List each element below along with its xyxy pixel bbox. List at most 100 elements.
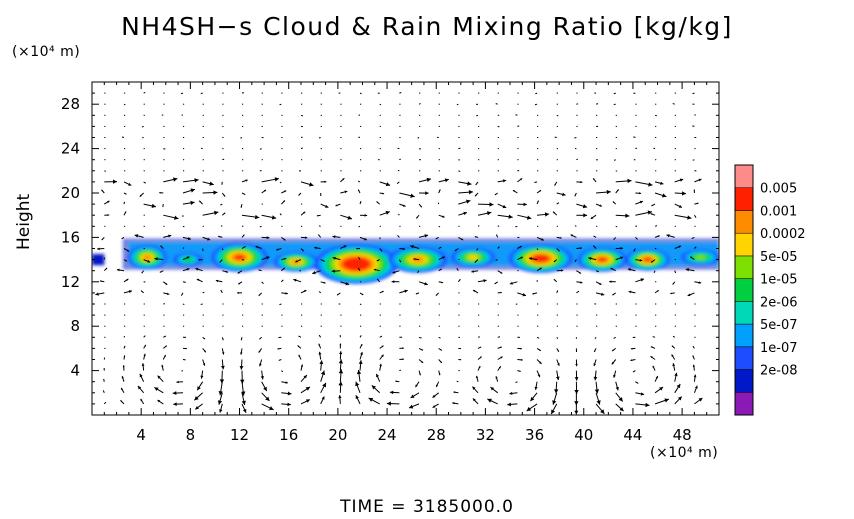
colorbar-swatch <box>734 164 754 188</box>
wind-vector-head <box>639 200 643 204</box>
cloud-contour <box>643 257 652 262</box>
wind-vector-head <box>221 352 225 355</box>
wind-vector-head <box>319 335 321 337</box>
wind-vector-head <box>610 268 613 271</box>
wind-vector-head <box>518 125 520 127</box>
wind-vector-head <box>371 385 376 390</box>
wind-vector-head <box>183 226 185 227</box>
wind-vector-head <box>128 290 132 294</box>
wind-vector-head <box>515 381 517 383</box>
wind-vector-head <box>694 385 698 389</box>
wind-vector-head <box>460 359 462 361</box>
wind-vector-head <box>239 365 244 370</box>
wind-vector-head <box>495 376 498 379</box>
wind-vector-head <box>559 236 562 239</box>
wind-vector-head <box>582 204 588 209</box>
wind-vector-head <box>580 281 583 284</box>
wind-vector-head <box>648 182 653 187</box>
wind-vector-head <box>356 369 362 375</box>
wind-vector-head <box>520 358 523 361</box>
wind-vector-head <box>419 103 421 105</box>
wind-vector-head <box>593 376 598 381</box>
wind-vector-head <box>242 225 244 227</box>
wind-vector-head <box>302 126 303 127</box>
wind-vector-head <box>183 247 185 249</box>
wind-vector-head <box>620 256 624 260</box>
wind-vector-head <box>692 103 694 105</box>
wind-vector-head <box>612 293 615 296</box>
wind-vector-head <box>103 257 105 259</box>
wind-vector-head <box>435 237 438 239</box>
wind-vector-head <box>420 205 422 208</box>
wind-vector-head <box>259 363 262 367</box>
wind-vector-head <box>339 335 341 336</box>
wind-vector-head <box>639 258 643 262</box>
wind-vector-head <box>104 402 106 404</box>
wind-vector-head <box>243 246 246 248</box>
wind-vector-head <box>656 225 657 227</box>
wind-vector-head <box>347 215 352 220</box>
wind-vector-head <box>243 92 244 94</box>
wind-vector-head <box>124 345 126 347</box>
wind-vector-head <box>161 364 164 368</box>
wind-vector-head <box>186 256 190 260</box>
wind-vector-head <box>258 269 260 271</box>
wind-vector-head <box>195 406 199 410</box>
wind-vector-head <box>655 375 658 379</box>
wind-vector-head <box>324 180 327 183</box>
x-tick-label: 12 <box>230 426 249 444</box>
wind-vector-head <box>537 249 538 250</box>
wind-vector-head <box>530 396 535 402</box>
wind-vector-head <box>613 103 615 105</box>
x-axis: 4 8 12 16 20 24 28 32 36 40 44 48 <box>103 82 708 444</box>
wind-vector-head <box>397 235 399 237</box>
wind-vector-head <box>259 226 261 228</box>
wind-vector-head <box>636 382 639 384</box>
wind-vector-head <box>245 179 248 182</box>
cloud-contour <box>535 256 546 261</box>
wind-vector-head <box>338 359 344 364</box>
wind-vector-head <box>360 335 362 337</box>
wind-vector-head <box>600 292 605 296</box>
wind-vector-head <box>692 125 694 127</box>
wind-vector-head <box>122 365 125 368</box>
wind-vector-head <box>213 190 218 195</box>
wind-vector-head <box>97 247 100 251</box>
wind-vector-head <box>437 137 438 138</box>
wind-vector-head <box>474 194 477 197</box>
wind-vector-head <box>377 92 379 94</box>
cloud-edge <box>92 254 105 266</box>
wind-vector-head <box>650 346 653 349</box>
wind-vector-head <box>184 336 186 338</box>
wind-vector-head <box>345 281 350 286</box>
wind-vector-head <box>489 202 494 207</box>
wind-vector-head <box>243 193 246 195</box>
wind-vector-head <box>600 409 605 414</box>
wind-vector-head <box>630 347 633 350</box>
cloud-contour <box>143 254 152 260</box>
wind-vector-head <box>344 190 348 194</box>
wind-vector-head <box>218 390 223 396</box>
wind-vector-head <box>509 281 513 285</box>
wind-vector-head <box>276 248 279 251</box>
wind-vector-head <box>364 237 367 241</box>
wind-vector-head <box>410 394 415 398</box>
wind-vector-head <box>255 245 259 249</box>
wind-vector-head <box>690 256 693 259</box>
wind-vector-head <box>454 249 457 251</box>
wind-vector-head <box>456 104 458 105</box>
wind-vector-head <box>302 249 304 252</box>
wind-vector-head <box>95 292 99 296</box>
wind-vector-head <box>318 351 322 355</box>
wind-vector-head <box>687 293 691 297</box>
wind-vector-head <box>103 368 105 369</box>
wind-vector-head <box>508 214 513 219</box>
wind-vector-head <box>402 347 404 350</box>
wind-vector-head <box>554 136 556 138</box>
wind-vector-head <box>580 180 583 184</box>
wind-vector-head <box>678 245 682 249</box>
wind-vector-head <box>436 384 439 387</box>
wind-vector-head <box>421 348 424 351</box>
wind-vector-head <box>574 194 577 197</box>
wind-vector-head <box>695 170 697 172</box>
